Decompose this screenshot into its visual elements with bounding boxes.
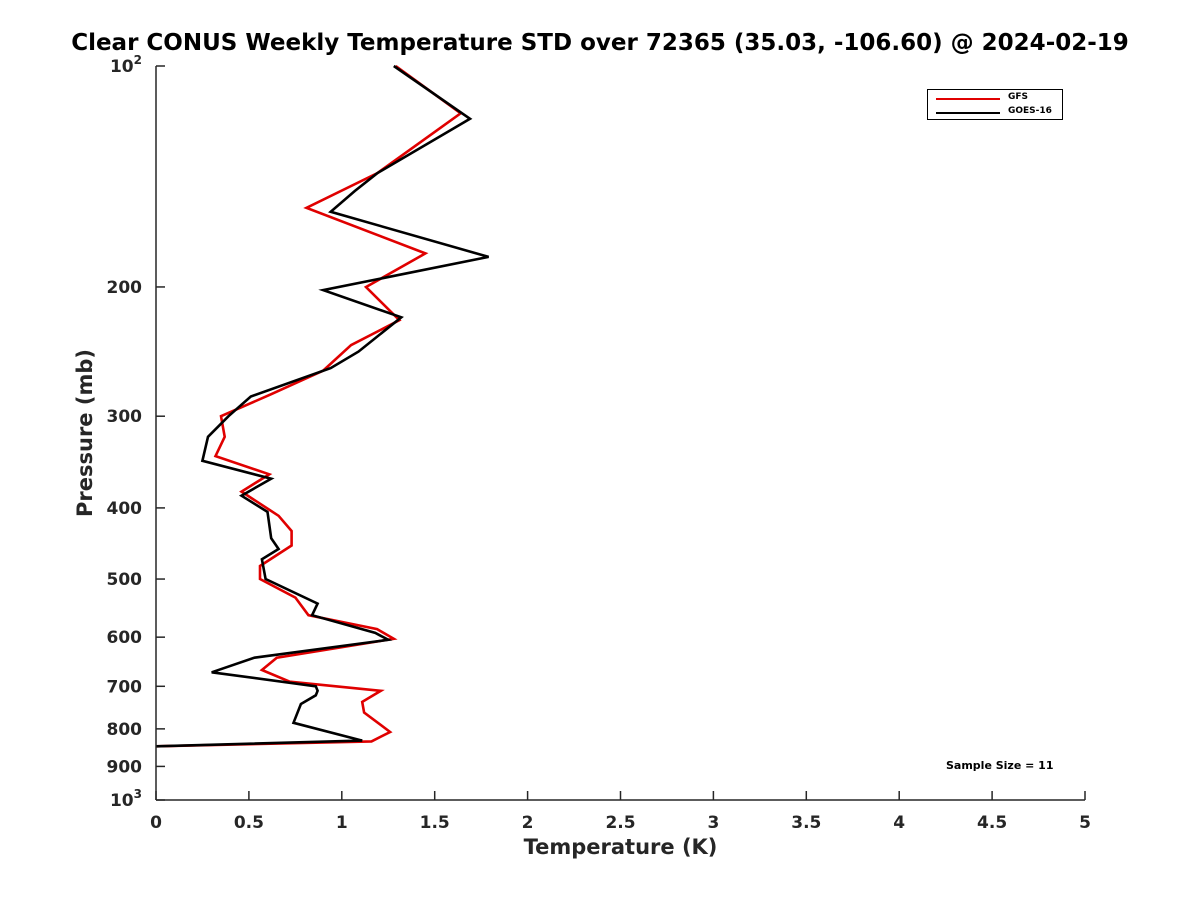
- x-tick-label: 1: [336, 813, 348, 833]
- legend-swatch-goes16: [936, 112, 1000, 114]
- series-layer: [155, 64, 489, 748]
- legend-label-gfs: GFS: [1008, 92, 1029, 102]
- legend: GFS GOES-16: [927, 89, 1063, 120]
- sample-size-annotation: Sample Size = 11: [946, 759, 1054, 772]
- legend-label-goes16: GOES-16: [1008, 106, 1052, 116]
- y-tick-label: 103: [110, 787, 142, 811]
- y-tick-label: 900: [107, 757, 143, 777]
- x-tick-label: 0: [150, 813, 162, 833]
- x-tick-label: 4.5: [977, 813, 1007, 833]
- x-tick-label: 1.5: [420, 813, 450, 833]
- series-line-gfs: [155, 64, 463, 748]
- y-tick-label: 500: [107, 570, 143, 590]
- y-tick-label: 300: [107, 407, 143, 427]
- y-tick-label: 800: [107, 720, 143, 740]
- y-tick-label: 200: [107, 278, 143, 298]
- x-tick-label: 5: [1079, 813, 1091, 833]
- y-axis-label: Pressure (mb): [73, 349, 97, 517]
- series-line-goes16: [155, 64, 489, 748]
- tick-layer: 0 0.5 1 1.5 2 2.5 3 3.5 4 4.5 5 102 200 300 400 500 600 7…: [107, 53, 1091, 833]
- legend-swatch-gfs: [936, 98, 1000, 100]
- chart-title: Clear CONUS Weekly Temperature STD over …: [71, 30, 1129, 56]
- y-tick-label: 600: [107, 628, 143, 648]
- x-axis-label: Temperature (K): [523, 835, 718, 859]
- x-tick-label: 0.5: [234, 813, 264, 833]
- x-tick-label: 3: [707, 813, 719, 833]
- axes-layer: [155, 65, 1086, 801]
- x-tick-label: 2.5: [605, 813, 635, 833]
- y-tick-label: 102: [110, 53, 142, 77]
- x-tick-label: 2: [522, 813, 534, 833]
- x-tick-label: 3.5: [791, 813, 821, 833]
- x-tick-label: 4: [893, 813, 905, 833]
- y-tick-label: 400: [107, 499, 143, 519]
- y-tick-label: 700: [107, 677, 143, 697]
